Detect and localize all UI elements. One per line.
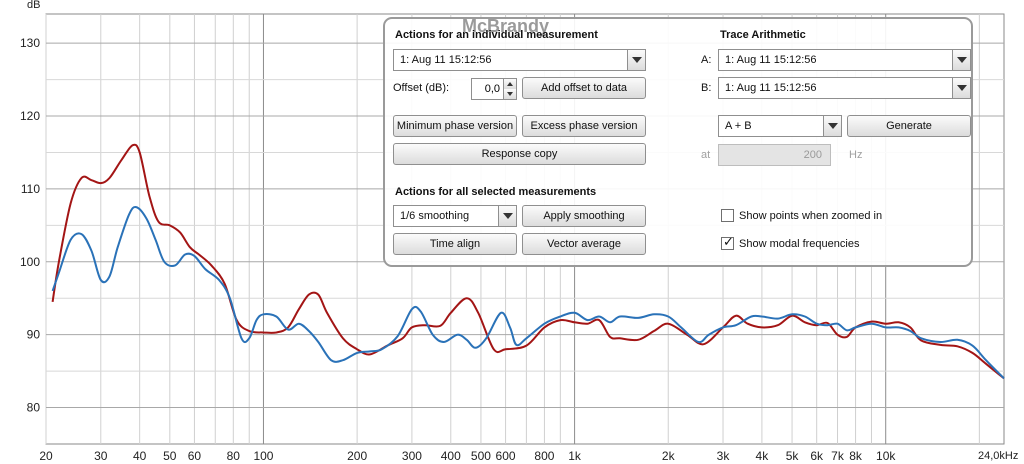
x-tick-label: 3k xyxy=(717,449,731,463)
trace-a-label: A: xyxy=(701,54,712,66)
x-unit-label: 24,0kHz xyxy=(978,450,1018,462)
x-tick-label: 5k xyxy=(786,449,800,463)
x-tick-label: 6k xyxy=(810,449,824,463)
series-line-1 xyxy=(51,143,1005,380)
chevron-down-icon[interactable] xyxy=(952,78,970,98)
x-tick-label: 10k xyxy=(876,449,896,463)
checkmark-icon: ✓ xyxy=(723,234,734,249)
operation-select[interactable]: A + B xyxy=(718,115,842,137)
trace-a-value: 1: Aug 11 15:12:56 xyxy=(725,54,817,66)
x-tick-label: 80 xyxy=(227,449,241,463)
x-tick-label: 1k xyxy=(568,449,582,463)
chevron-down-icon[interactable] xyxy=(952,50,970,70)
x-tick-label: 4k xyxy=(756,449,770,463)
hz-label: Hz xyxy=(849,149,863,161)
show-modal-checkbox[interactable]: ✓ xyxy=(721,234,734,250)
series-lines xyxy=(51,143,1005,380)
selected-actions-heading: Actions for all selected measurements xyxy=(395,186,597,198)
x-tick-label: 20 xyxy=(39,449,53,463)
show-points-checkbox[interactable] xyxy=(721,209,734,222)
trace-b-value: 1: Aug 11 15:12:56 xyxy=(725,82,817,94)
x-tick-label: 400 xyxy=(441,449,461,463)
measurement-select[interactable]: 1: Aug 11 15:12:56 xyxy=(393,49,646,71)
y-tick-label: 100 xyxy=(20,255,40,269)
smoothing-value: 1/6 smoothing xyxy=(400,210,470,222)
chevron-down-icon[interactable] xyxy=(627,50,645,70)
x-tick-label: 60 xyxy=(188,449,202,463)
time-align-button[interactable]: Time align xyxy=(393,233,517,255)
y-tick-label: 130 xyxy=(20,36,40,50)
stepper-down-icon[interactable] xyxy=(503,89,516,99)
excess-phase-button[interactable]: Excess phase version xyxy=(522,115,646,137)
measurement-actions-panel: McBrandy Actions for an individual measu… xyxy=(383,16,973,267)
x-tick-label: 8k xyxy=(849,449,863,463)
minimum-phase-button[interactable]: Minimum phase version xyxy=(393,115,517,137)
show-points-label: Show points when zoomed in xyxy=(739,210,883,222)
series-line-2 xyxy=(51,205,1005,380)
trace-b-label: B: xyxy=(701,82,712,94)
y-tick-labels: 80 90 100 110 120 130 xyxy=(20,36,40,414)
offset-stepper[interactable]: 0,0 xyxy=(471,78,517,100)
chevron-down-icon[interactable] xyxy=(823,116,841,136)
trace-b-select[interactable]: 1: Aug 11 15:12:56 xyxy=(718,77,971,99)
x-tick-label: 300 xyxy=(402,449,422,463)
offset-value: 0,0 xyxy=(484,83,500,95)
measurement-select-value: 1: Aug 11 15:12:56 xyxy=(400,54,492,66)
y-tick-label: 90 xyxy=(27,328,41,342)
y-tick-label: 110 xyxy=(21,182,40,196)
operation-value: A + B xyxy=(725,120,752,132)
offset-label: Offset (dB): xyxy=(393,82,450,94)
x-tick-label: 100 xyxy=(253,449,273,463)
x-tick-label: 2k xyxy=(662,449,676,463)
x-tick-label: 800 xyxy=(534,449,554,463)
add-offset-button[interactable]: Add offset to data xyxy=(522,77,646,99)
watermark-text: McBrandy xyxy=(462,16,550,36)
at-label: at xyxy=(701,149,711,161)
y-tick-label: 120 xyxy=(20,109,40,123)
x-tick-label: 600 xyxy=(496,449,516,463)
x-tick-label: 200 xyxy=(347,449,367,463)
y-tick-label: 80 xyxy=(27,401,41,415)
chevron-down-icon[interactable] xyxy=(498,206,516,226)
individual-actions-heading: Actions for an individual measurement xyxy=(395,29,598,41)
trace-arithmetic-heading: Trace Arithmetic xyxy=(720,29,806,41)
at-frequency-value: 200 xyxy=(803,149,822,161)
trace-a-select[interactable]: 1: Aug 11 15:12:56 xyxy=(718,49,971,71)
vector-average-button[interactable]: Vector average xyxy=(522,233,646,255)
show-modal-label: Show modal frequencies xyxy=(739,238,860,250)
x-tick-label: 7k xyxy=(831,449,845,463)
x-tick-label: 40 xyxy=(133,449,147,463)
generate-button[interactable]: Generate xyxy=(847,115,971,137)
at-frequency-field: 200 xyxy=(718,144,831,166)
response-copy-button[interactable]: Response copy xyxy=(393,143,646,165)
x-tick-label: 30 xyxy=(94,449,108,463)
x-tick-labels: 20 30 40 50 60 80 100 200 300 400 500 600 800 1k 2k 3k 4… xyxy=(39,449,896,463)
y-unit-label: dB xyxy=(27,0,40,11)
smoothing-select[interactable]: 1/6 smoothing xyxy=(393,205,517,227)
x-tick-label: 500 xyxy=(471,449,491,463)
x-tick-label: 50 xyxy=(163,449,177,463)
apply-smoothing-button[interactable]: Apply smoothing xyxy=(522,205,646,227)
